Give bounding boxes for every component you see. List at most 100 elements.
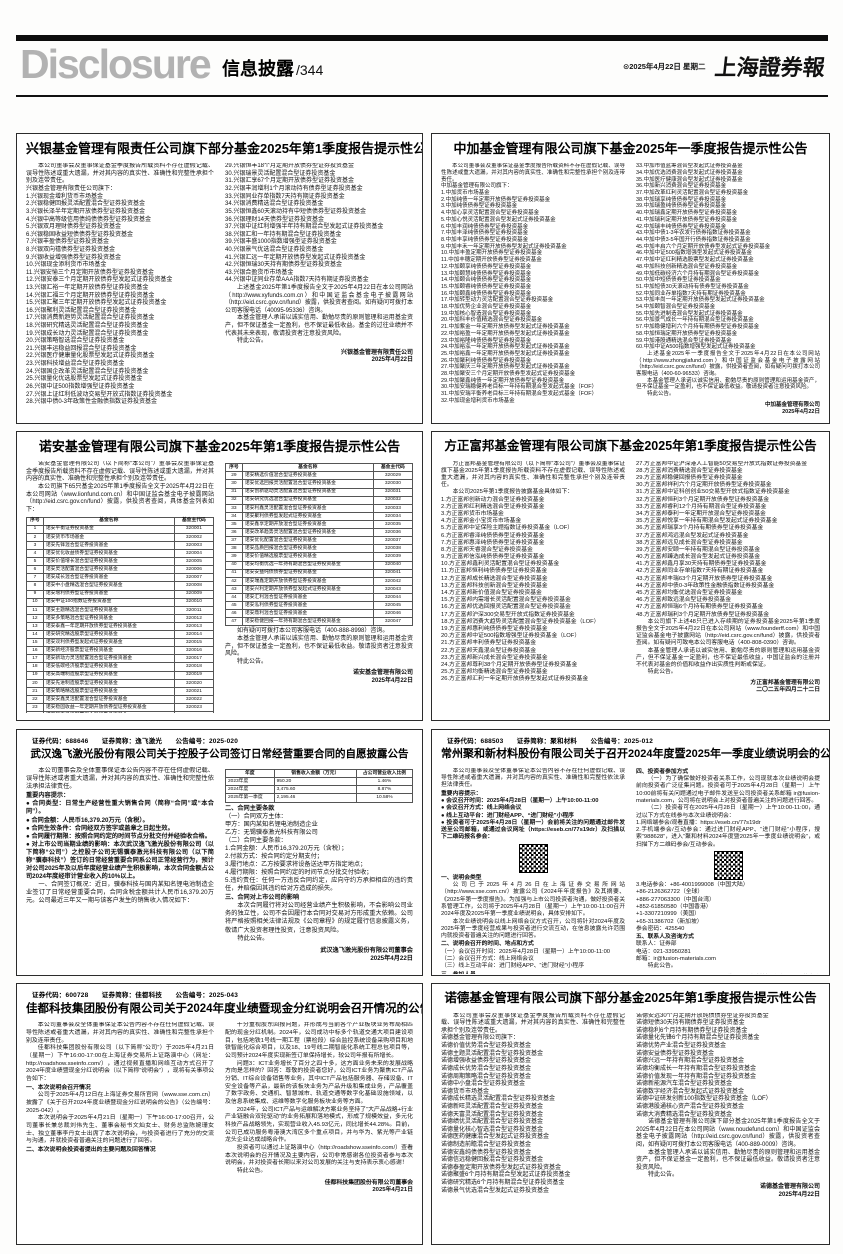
text-line: 6.方正富邦睿泽纯债债券型证券投资基金 bbox=[441, 532, 545, 539]
text-line: 诺德医药健康混合型发起式证券投资基金 bbox=[441, 1134, 550, 1141]
text-line: 32.方正富邦恒利3个月定期开放债券型证券投资基金 bbox=[636, 496, 770, 503]
text-line: 58.中加恒瑞定期开放债券型证券投资基金 bbox=[636, 330, 738, 337]
text-line: 27.兴银上证红利低波动交易型开放式指数证券投资基金 bbox=[26, 391, 173, 398]
text-line: 43.方正富邦丰瑞63个月定期开放债券型证券投资基金 bbox=[636, 575, 773, 582]
column-left: 本公司董事会及全体董事保证本公告内容不存在任何虚假记载、误导性陈述或者重大遗漏，… bbox=[26, 1022, 214, 1244]
text-line: 本基金管理人承诺以诚实信用、勤勉尽责的原则管理和运用基金资产，但不保证基金一定盈… bbox=[225, 315, 413, 337]
text-line: 55.中加先进制造混合型发起式证券投资基金 bbox=[636, 310, 743, 317]
security-meta: 证券代码：688646 证券简称：逸飞激光 公告编号：2025-020 bbox=[32, 738, 239, 745]
text-line: 本次合同履行将对公司经营业绩产生积极影响，不会影响公司业务的独立性，公司不会因履… bbox=[225, 902, 413, 934]
text-line: 2.兴银稳健回报灵活配置混合型证券投资基金 bbox=[26, 201, 146, 208]
text-line: 54.中加颐智混合型证券投资基金 bbox=[636, 304, 716, 311]
text-line: 如有疑问可拨打本公司客服电话（400-888-8998）咨询。 bbox=[237, 628, 389, 635]
text-line: 诺德价值优势混合型证券投资基金 bbox=[441, 1043, 532, 1050]
announcement-juhe-materials: 证券代码：688503 证券简称：聚和材料 公告编号：2025-012 常州聚和… bbox=[431, 729, 830, 976]
text-line: +65-31386702（新加坡） bbox=[636, 918, 703, 925]
announcement-body: 本公司董事会及董事保证基金季度报告所载资料不存在虚假记载、误导性陈述或重大遗漏，… bbox=[26, 163, 413, 415]
text-line: 佳都科技集团股份有限公司董事会 bbox=[324, 1179, 413, 1186]
text-line: 问题3：ICT业务增长了百分之四十多，这方面业务未来的发展战略方向是怎样的？回答… bbox=[225, 1060, 413, 1106]
text-line: 投资者可以通过上证路演中心（http://roadshow.sseinfo.co… bbox=[225, 1145, 413, 1167]
text-line: 19.中加核心智造混合型证券投资基金 bbox=[441, 310, 532, 317]
text-line: 44.兴银中证同业存单AAA指数7天持有期证券投资基金 bbox=[225, 277, 369, 284]
text-line: 诺德大消费精选混合型证券投资基金 bbox=[636, 1111, 733, 1118]
text-line: 4.方正富邦金小宝货币市场基金 bbox=[441, 518, 522, 525]
text-line: 14.方正富邦新价值混合型证券投资基金 bbox=[441, 590, 542, 596]
text-line: 25.中加裕鑫一年定期开放债券型发起式证券投资基金 bbox=[441, 350, 570, 357]
text-line: 上述基金2025年第1季度报告全文于2025年4月22日在本公司网站（http:… bbox=[225, 285, 413, 314]
text-line: 3.方正富邦货币市场基金 bbox=[441, 510, 504, 517]
column-right: 年度 销售收入金额（万元） 占公司营业收入比例 2023年度 950.20 1.46% 20… bbox=[225, 767, 413, 973]
text-line: 16.方正富邦优选回报灵活配置混合型证券投资基金 bbox=[441, 604, 571, 611]
text-line: （二）合同主要条款： bbox=[225, 836, 287, 844]
text-line: 诺德信远稳健回报混合型证券投资基金 bbox=[441, 1157, 544, 1164]
text-line: 15.兴银汇聚三年定期开放债券型发起式证券投资基金 bbox=[26, 300, 167, 307]
text-line: 诺德兴远一年持有期混合型证券投资基金 bbox=[636, 1058, 745, 1065]
text-line: 36.方正富邦瑞享3个月持有期债券型证券投资基金 bbox=[636, 525, 764, 532]
text-line: 3.电话参会：+86-4001999008（中国大陆） bbox=[636, 882, 749, 889]
text-line: 1.兴银现金增利货币市场基金 bbox=[26, 193, 104, 200]
text-line: 32.兴银丰润增利1个月滚动持有债券型证券投资基金 bbox=[225, 186, 363, 193]
text-line: 诺德安鑫纯债债券型证券投资基金 bbox=[441, 1149, 532, 1156]
text-line: 诺德天富灵活配置混合型证券投资基金 bbox=[441, 1111, 544, 1118]
text-line: 45.方正富邦均衡优选混合型证券投资基金 bbox=[636, 590, 743, 596]
text-line: 1.中加货币市场基金 bbox=[441, 190, 490, 197]
text-line: （二）会议召开方式：线上网络会议 bbox=[441, 955, 534, 962]
text-line: 特此公告。 bbox=[647, 669, 677, 676]
text-line: 5.违约责任：任何一方违反合同约定，应向守约方承担相应的违约责任，并赔偿因其违约… bbox=[225, 877, 413, 893]
text-line: 30.兴银瑞景灵活配置混合型证券投资基金 bbox=[225, 170, 336, 177]
text-line: 特此公告。 bbox=[237, 934, 269, 942]
fund-table: 序号 基金名称 基金主代码 1 诺安平衡证券投资基金 320001 2 诺安货币市场基金 320… bbox=[26, 516, 214, 714]
column-left: 本公司董事会及董事保证基金季度报告所载资料不存在虚假记载、误导性陈述或重大遗漏，… bbox=[26, 163, 214, 415]
text-line: 诺德增强收益债券型证券投资基金 bbox=[441, 1058, 532, 1065]
column-right: 29.兴银恒丰18个月定期开放债券型证券投资基金 30.兴银瑞景灵活配置混合型证券… bbox=[225, 163, 413, 415]
text-line: 44.中加中债3-5年国开行债券指数证券投资基金 bbox=[636, 236, 751, 243]
text-line: 25.兴银量化优选股票型发起式证券投资基金 bbox=[26, 376, 143, 383]
text-line: 诺德安远30个月定期开放纯债债券型证券投资基金 bbox=[636, 1012, 769, 1019]
text-line: 中加基金管理有限公司旗下： bbox=[441, 183, 513, 190]
text-line: 16.兴银聚利灵活配置混合型证券投资基金 bbox=[26, 307, 137, 314]
text-line: 35.方正富邦悦享一年持有期混合型发起式证券投资基金 bbox=[636, 518, 778, 525]
column-left: 本公司董事会及董事保证基金季度报告所载资料不存在虚假记载、误导性陈述或重大遗漏，… bbox=[441, 1013, 625, 1239]
text-line: 二、说明会召开的时间、地点和方式 bbox=[441, 941, 534, 948]
announcement-body: 诺安基金管理有限公司（以下简称“本公司”）董事会及董事保证基金季度报告所载资料不… bbox=[26, 461, 413, 714]
text-line: 30.中加安瑞稳健养老目标一年持有期混合型发起式基金（FOF） bbox=[441, 384, 598, 391]
text-line: 43.中加中债1-3年农发行债券指数证券投资基金 bbox=[636, 230, 751, 237]
text-line: 11.方正富邦恒利纯债债券型证券投资基金 bbox=[441, 568, 548, 575]
text-line: ● 对上市公司当期业绩的影响：本次武汉逸飞激光股份有限公司（以下简称“公司”）之… bbox=[26, 840, 214, 880]
text-line: 佳都科技集团股份有限公司（以下简称“公司”）于2025年4月21日（星期一）下午… bbox=[26, 1045, 214, 1083]
text-line: 21.兴银丰运稳益回报混合型证券投资基金 bbox=[26, 345, 137, 352]
text-line: 7.方正富邦惠泽纯债债券型证券投资基金 bbox=[441, 539, 545, 546]
text-line: 46.方正富邦致远混合型证券投资基金 bbox=[636, 597, 732, 604]
text-line: 43.兴银合盈货币市场基金 bbox=[225, 269, 294, 276]
text-line: 本次说明会于2025年4月21日（星期一）下午16:00-17:00召开，公司董… bbox=[26, 1115, 214, 1145]
text-line: 3.中加纯债债券型证券投资基金 bbox=[441, 203, 518, 210]
text-line: 15.方正富邦内需增长灵活配置混合型证券投资基金 bbox=[441, 597, 571, 604]
text-line: 方正富邦基金管理有限公司 bbox=[750, 680, 820, 687]
text-line: 9.中加丰禾一年定期开放债券型发起式证券投资基金 bbox=[441, 243, 567, 250]
text-line: 32.中加现金增利货币市场基金 bbox=[441, 397, 515, 404]
text-line: 3.兴银长泽半年定期开放债券型证券投资基金 bbox=[26, 208, 146, 215]
text-line: 2025年4月22日 bbox=[782, 408, 820, 415]
text-line: 23.兴银科技增益混合型证券投资基金 bbox=[26, 361, 125, 368]
text-line: 参会密码：425540 bbox=[636, 925, 685, 932]
text-line: ● 会议召开方式：线上网络会议 bbox=[441, 805, 522, 812]
text-line: 35.兴银恒鑫60天滚动持有中短债债券型证券投资基金 bbox=[225, 208, 367, 215]
text-line: 11.中加丰穗定期开放债券型证券投资基金 bbox=[441, 257, 542, 264]
text-line: 十分重视股东回报问题，并形成与当前各个产业板块业务布局相匹配的现金分红机制。20… bbox=[225, 1022, 413, 1060]
column-right: 27.方正富邦中证沪深港人工智能50交易型开放式指数证券投资基金 28.方正富邦消… bbox=[636, 461, 820, 713]
column-right: 33.中加市值蓝筹混合型发起式证券投资基金 34.中加优选消费混合型发起式证券投资… bbox=[636, 163, 820, 415]
text-line: 诺德景气优选混合型发起式证券投资基金 bbox=[441, 1187, 550, 1194]
text-line: 2025年4月22日 bbox=[371, 678, 413, 685]
text-line: 20.方正富邦中证500指数增强型证券投资基金（LOF） bbox=[441, 633, 581, 640]
text-line: 19.兴银成长动力灵活配置混合型证券投资基金 bbox=[26, 330, 149, 337]
announcement-title: 诺安基金管理有限公司旗下基金2025年第1季度报告提示性公告 bbox=[38, 439, 401, 454]
text-line: 59.中加港股通精选混合型证券投资基金 bbox=[636, 337, 732, 344]
text-line: 重要内容提示： bbox=[26, 792, 70, 800]
text-line: 本公司董事会及董事保证基金季度报告所载资料不存在虚假记载、误导性陈述或重大遗漏，… bbox=[441, 163, 625, 183]
text-line: 39.方正富邦安颐一年持有期混合型证券投资基金 bbox=[636, 546, 760, 553]
text-line: 本基金管理人承诺以诚实信用、勤勉尽责的原则管理和运用基金资产，但不保证基金一定盈… bbox=[636, 647, 820, 668]
text-line: 17.方正富邦沪深300交易型开放式指数证券投资基金 bbox=[441, 611, 575, 618]
text-line: 诺德安益债券型证券投资基金 bbox=[636, 1050, 715, 1057]
text-line: 12.中加颐享纯债债券型证券投资基金 bbox=[441, 263, 532, 270]
text-line: 兴银基金管理有限责任公司 bbox=[340, 349, 413, 356]
